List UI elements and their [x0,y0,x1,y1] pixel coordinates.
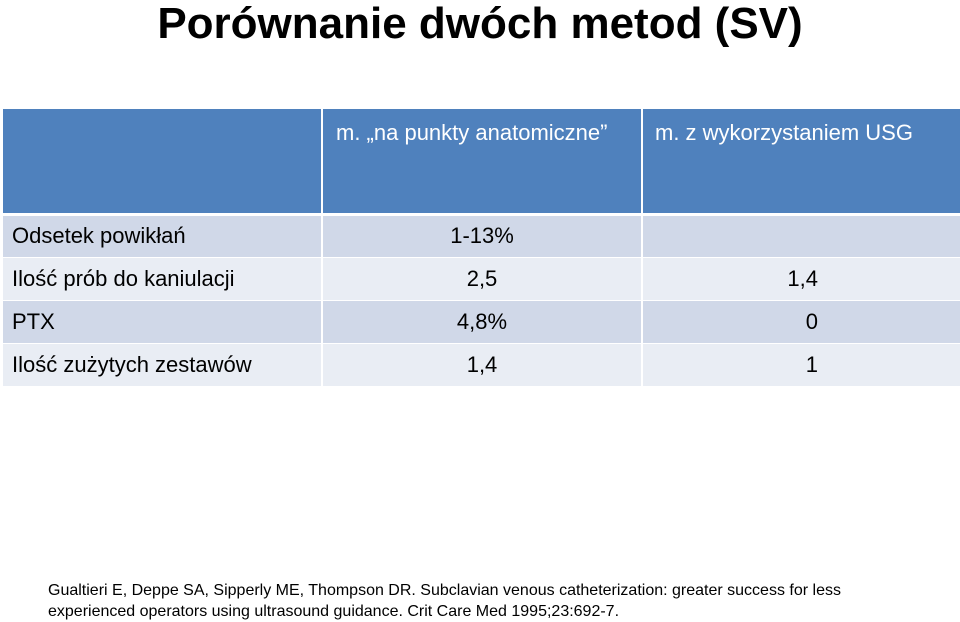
anatomic-value: 4,8% [322,300,643,344]
anatomic-value: 2,5 [322,257,643,301]
table-header-row: m. „na punkty anatomiczne” m. z wykorzys… [3,109,960,216]
page-title: Porównanie dwóch metod (SV) [157,0,803,48]
table-row: Odsetek powikłań 1-13% [3,214,960,258]
citation-line-2: experienced operators using ultrasound g… [48,603,620,620]
anatomic-value: 1-13% [322,214,643,258]
row-label: Ilość zużytych zestawów [3,343,323,387]
table-row: Ilość zużytych zestawów 1,4 1 [3,343,960,387]
usg-value: 1,4 [642,257,960,301]
citation: Gualtieri E, Deppe SA, Sipperly ME, Thom… [48,580,948,622]
usg-value [642,214,960,258]
table-row: Ilość prób do kaniulacji 2,5 1,4 [3,257,960,301]
anatomic-value: 1,4 [322,343,643,387]
row-label: Ilość prób do kaniulacji [3,257,323,301]
table-row: PTX 4,8% 0 [3,300,960,344]
citation-line-1: Gualtieri E, Deppe SA, Sipperly ME, Thom… [48,582,841,599]
usg-value: 0 [642,300,960,344]
header-cell-anatomic-method: m. „na punkty anatomiczne” [322,109,643,216]
usg-value: 1 [642,343,960,387]
row-label: PTX [3,300,323,344]
header-cell-empty [3,109,323,216]
header-cell-usg-method: m. z wykorzystaniem USG [642,109,960,216]
row-label: Odsetek powikłań [3,214,323,258]
comparison-table: m. „na punkty anatomiczne” m. z wykorzys… [3,109,960,387]
